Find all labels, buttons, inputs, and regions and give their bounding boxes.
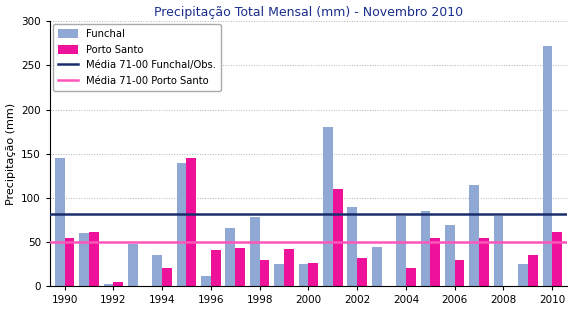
- Bar: [104, 284, 113, 286]
- Bar: [445, 225, 455, 286]
- Bar: [430, 238, 440, 286]
- Bar: [308, 263, 318, 286]
- Bar: [357, 258, 367, 286]
- Bar: [299, 264, 308, 286]
- Bar: [421, 211, 430, 286]
- Bar: [469, 185, 479, 286]
- Bar: [323, 127, 333, 286]
- Bar: [455, 260, 465, 286]
- Bar: [176, 163, 186, 286]
- Bar: [128, 244, 138, 286]
- Bar: [333, 189, 343, 286]
- Bar: [236, 248, 245, 286]
- Bar: [162, 268, 172, 286]
- Média 71-00 Funchal/Obs.: [85, 212, 92, 216]
- Bar: [225, 228, 236, 286]
- Bar: [372, 247, 382, 286]
- Bar: [201, 276, 211, 286]
- Bar: [518, 264, 528, 286]
- Title: Precipitação Total Mensal (mm) - Novembro 2010: Precipitação Total Mensal (mm) - Novembr…: [154, 6, 463, 19]
- Bar: [152, 255, 162, 286]
- Média 71-00 Porto Santo: [61, 240, 68, 244]
- Y-axis label: Precipitação (mm): Precipitação (mm): [6, 103, 15, 205]
- Bar: [250, 217, 260, 286]
- Bar: [186, 158, 196, 286]
- Bar: [479, 238, 489, 286]
- Bar: [65, 238, 74, 286]
- Legend: Funchal, Porto Santo, Média 71-00 Funchal/Obs., Média 71-00 Porto Santo: Funchal, Porto Santo, Média 71-00 Funcha…: [53, 24, 221, 91]
- Bar: [274, 264, 284, 286]
- Bar: [284, 249, 294, 286]
- Bar: [347, 207, 357, 286]
- Bar: [528, 255, 537, 286]
- Bar: [543, 46, 552, 286]
- Bar: [552, 232, 562, 286]
- Bar: [396, 216, 406, 286]
- Bar: [494, 216, 504, 286]
- Média 71-00 Porto Santo: [85, 240, 92, 244]
- Bar: [79, 233, 89, 286]
- Bar: [406, 268, 415, 286]
- Bar: [113, 282, 123, 286]
- Bar: [89, 232, 99, 286]
- Bar: [211, 250, 221, 286]
- Média 71-00 Funchal/Obs.: [61, 212, 68, 216]
- Bar: [55, 158, 65, 286]
- Bar: [260, 260, 269, 286]
